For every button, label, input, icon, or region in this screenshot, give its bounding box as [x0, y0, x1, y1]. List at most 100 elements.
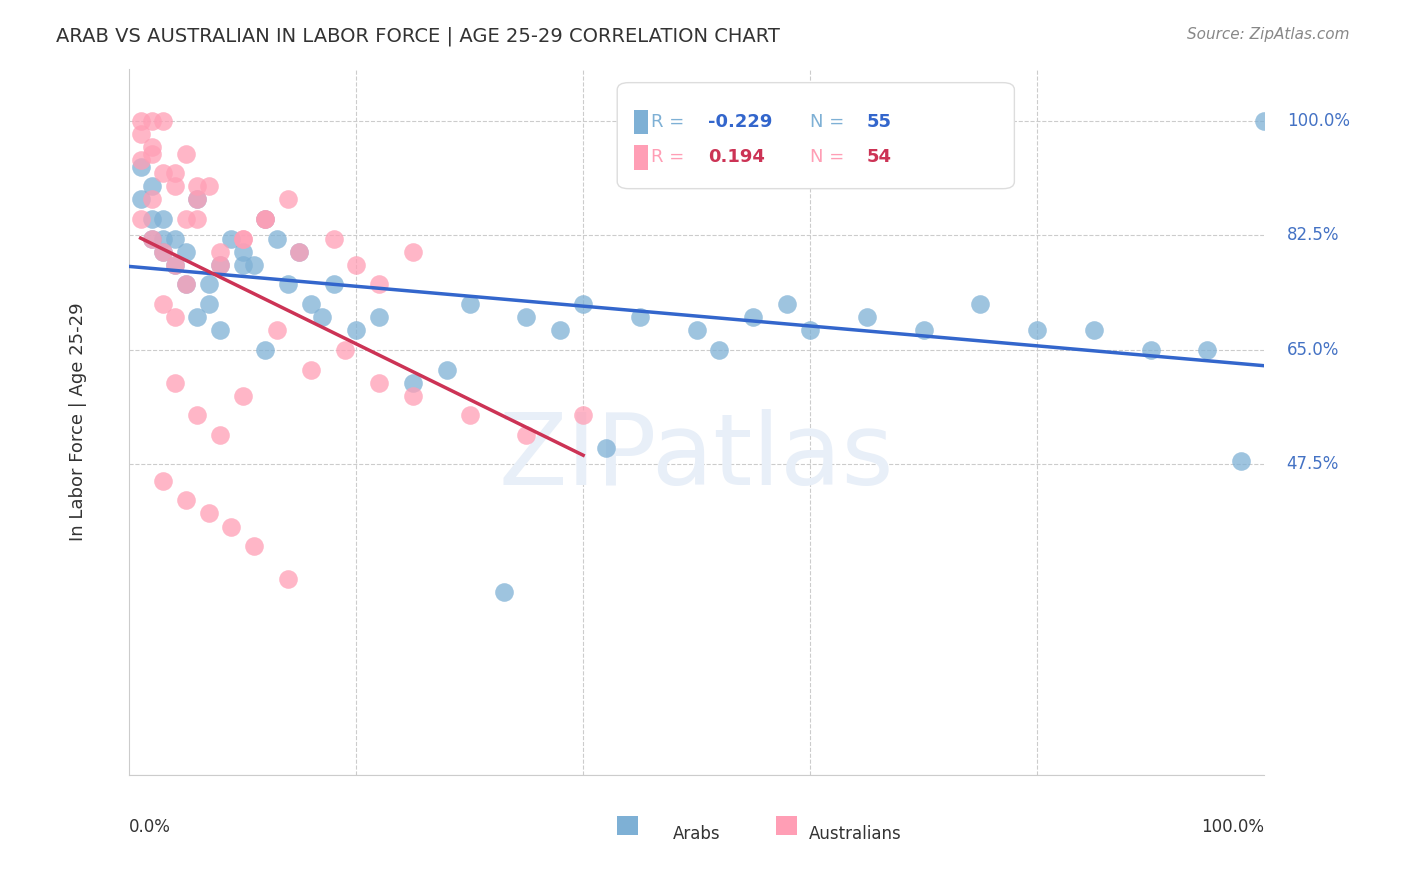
Point: [186, 409, 208, 423]
Point: [163, 179, 186, 194]
Point: [129, 212, 152, 227]
Point: [232, 232, 254, 246]
Point: [572, 409, 595, 423]
Point: [333, 343, 356, 357]
Point: [243, 539, 266, 553]
Point: [322, 232, 344, 246]
Point: [141, 193, 163, 207]
Point: [912, 323, 935, 337]
Text: Arabs: Arabs: [673, 825, 720, 843]
Point: [458, 297, 481, 311]
Bar: [634, 110, 648, 134]
Text: 55: 55: [868, 112, 891, 130]
Point: [628, 310, 651, 325]
Point: [1253, 114, 1275, 128]
Point: [141, 114, 163, 128]
Point: [152, 244, 174, 259]
Point: [141, 232, 163, 246]
Point: [186, 193, 208, 207]
Point: [152, 474, 174, 488]
Point: [709, 343, 731, 357]
Point: [152, 212, 174, 227]
Point: [186, 212, 208, 227]
Point: [277, 572, 299, 586]
Point: [344, 323, 367, 337]
Point: [232, 258, 254, 272]
Point: [288, 244, 311, 259]
Point: [232, 244, 254, 259]
Point: [209, 428, 232, 442]
Text: ZIPatlas: ZIPatlas: [499, 409, 894, 506]
Point: [243, 258, 266, 272]
Point: [266, 323, 288, 337]
Point: [141, 146, 163, 161]
Point: [186, 310, 208, 325]
Point: [129, 127, 152, 141]
Bar: [776, 815, 797, 835]
Point: [685, 323, 707, 337]
Text: ARAB VS AUSTRALIAN IN LABOR FORCE | AGE 25-29 CORRELATION CHART: ARAB VS AUSTRALIAN IN LABOR FORCE | AGE …: [56, 27, 780, 46]
Point: [299, 362, 322, 376]
Point: [209, 244, 232, 259]
Point: [311, 310, 333, 325]
Point: [152, 297, 174, 311]
Point: [776, 297, 799, 311]
Bar: [617, 815, 638, 835]
Text: N =: N =: [810, 112, 851, 130]
Point: [277, 277, 299, 292]
Text: 65.0%: 65.0%: [1286, 341, 1339, 359]
Text: 54: 54: [868, 148, 891, 166]
Point: [163, 310, 186, 325]
Point: [572, 297, 595, 311]
Text: N =: N =: [810, 148, 851, 166]
FancyBboxPatch shape: [617, 83, 1014, 189]
Point: [254, 212, 277, 227]
Text: Source: ZipAtlas.com: Source: ZipAtlas.com: [1187, 27, 1350, 42]
Point: [209, 258, 232, 272]
Point: [163, 166, 186, 180]
Point: [595, 441, 617, 455]
Point: [458, 409, 481, 423]
Point: [299, 297, 322, 311]
Point: [1139, 343, 1161, 357]
Point: [129, 193, 152, 207]
Point: [152, 166, 174, 180]
Point: [368, 376, 391, 390]
Point: [368, 310, 391, 325]
Point: [254, 343, 277, 357]
Point: [163, 376, 186, 390]
Point: [402, 376, 425, 390]
Text: -0.229: -0.229: [709, 112, 772, 130]
Point: [254, 212, 277, 227]
Point: [221, 232, 243, 246]
Text: R =: R =: [651, 148, 690, 166]
Point: [1026, 323, 1049, 337]
Point: [197, 297, 219, 311]
Point: [141, 212, 163, 227]
Point: [402, 244, 425, 259]
Text: In Labor Force | Age 25-29: In Labor Force | Age 25-29: [69, 302, 87, 541]
Point: [799, 323, 821, 337]
Point: [1230, 454, 1253, 468]
Point: [254, 212, 277, 227]
Text: Australians: Australians: [808, 825, 901, 843]
Point: [174, 244, 197, 259]
Point: [492, 585, 515, 599]
Point: [186, 179, 208, 194]
Point: [174, 212, 197, 227]
Point: [209, 323, 232, 337]
Point: [152, 244, 174, 259]
Point: [288, 244, 311, 259]
Bar: [634, 145, 648, 169]
Point: [186, 193, 208, 207]
Point: [969, 297, 991, 311]
Text: 82.5%: 82.5%: [1286, 227, 1340, 244]
Point: [1197, 343, 1219, 357]
Point: [344, 258, 367, 272]
Point: [550, 323, 572, 337]
Point: [129, 153, 152, 168]
Point: [163, 258, 186, 272]
Point: [174, 146, 197, 161]
Point: [742, 310, 765, 325]
Point: [209, 258, 232, 272]
